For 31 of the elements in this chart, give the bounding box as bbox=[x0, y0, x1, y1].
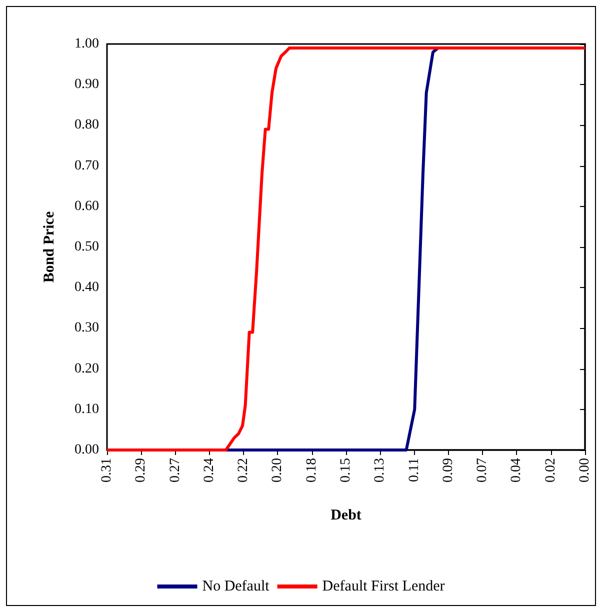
y-tick-label: 0.10 bbox=[74, 402, 99, 417]
y-tick-label: 0.80 bbox=[74, 118, 99, 133]
x-tick-label: 0.22 bbox=[236, 458, 252, 482]
y-tick-label: 1.00 bbox=[74, 36, 99, 52]
x-tick-label: 0.02 bbox=[543, 458, 558, 482]
x-tick-label: 0.15 bbox=[338, 458, 354, 482]
y-tick-label: 0.00 bbox=[74, 442, 99, 458]
x-axis-title: Debt bbox=[330, 508, 362, 524]
y-tick-label: 0.30 bbox=[74, 320, 99, 336]
y-tick-label: 0.40 bbox=[74, 280, 99, 296]
x-tick-label: 0.07 bbox=[475, 458, 490, 482]
x-tick-label: 0.18 bbox=[304, 458, 320, 482]
legend-label: No Default bbox=[202, 578, 270, 594]
y-tick-label: 0.50 bbox=[74, 240, 99, 254]
legend-label: Default First Lender bbox=[322, 578, 445, 594]
x-tick-label: 0.27 bbox=[168, 458, 183, 482]
x-tick-label: 0.00 bbox=[578, 458, 592, 482]
y-tick-label: 0.70 bbox=[74, 158, 99, 174]
y-tick-label: 0.90 bbox=[74, 77, 99, 92]
x-tick-label: 0.20 bbox=[270, 458, 286, 482]
x-tick-label: 0.11 bbox=[406, 458, 422, 482]
x-tick-label: 0.04 bbox=[509, 458, 524, 482]
x-tick-label: 0.09 bbox=[440, 458, 456, 482]
x-tick-label: 0.24 bbox=[202, 458, 217, 482]
y-tick-label: 0.20 bbox=[74, 361, 99, 376]
x-tick-label: 0.29 bbox=[134, 458, 149, 482]
y-tick-label: 0.60 bbox=[74, 198, 99, 214]
x-tick-label: 0.13 bbox=[372, 458, 388, 482]
line-series bbox=[106, 46, 586, 452]
x-tick-label: 0.31 bbox=[100, 458, 114, 482]
y-axis-title: Bond Price bbox=[42, 211, 58, 283]
